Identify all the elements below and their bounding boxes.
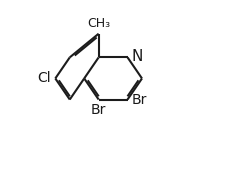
Text: Br: Br — [91, 103, 106, 117]
Text: Cl: Cl — [38, 71, 51, 86]
Text: Br: Br — [131, 93, 147, 107]
Text: N: N — [131, 49, 143, 64]
Text: CH₃: CH₃ — [87, 17, 110, 30]
